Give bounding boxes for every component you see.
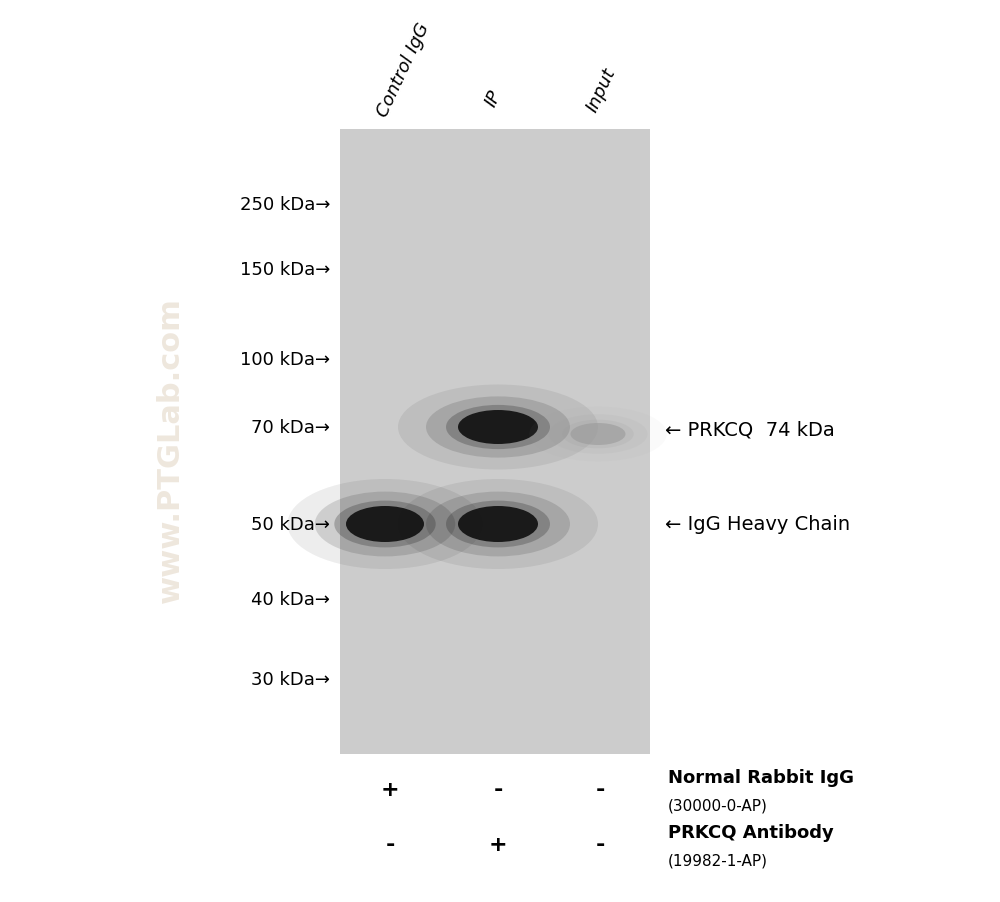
Text: -: - bbox=[385, 834, 395, 854]
Ellipse shape bbox=[334, 501, 436, 548]
Text: ← IgG Heavy Chain: ← IgG Heavy Chain bbox=[665, 515, 850, 534]
Text: 50 kDa→: 50 kDa→ bbox=[251, 515, 330, 533]
Text: (30000-0-AP): (30000-0-AP) bbox=[668, 797, 768, 813]
Ellipse shape bbox=[548, 415, 648, 455]
Text: PRKCQ Antibody: PRKCQ Antibody bbox=[668, 824, 834, 841]
Text: +: + bbox=[489, 834, 507, 854]
Ellipse shape bbox=[562, 420, 634, 449]
Ellipse shape bbox=[458, 506, 538, 542]
Ellipse shape bbox=[446, 501, 550, 548]
Text: (19982-1-AP): (19982-1-AP) bbox=[668, 852, 768, 868]
Text: +: + bbox=[381, 779, 399, 799]
Ellipse shape bbox=[288, 480, 482, 569]
Ellipse shape bbox=[398, 480, 598, 569]
Text: 70 kDa→: 70 kDa→ bbox=[251, 419, 330, 437]
Text: 40 kDa→: 40 kDa→ bbox=[251, 590, 330, 608]
Text: -: - bbox=[595, 834, 605, 854]
Text: -: - bbox=[493, 779, 503, 799]
Text: ← PRKCQ  74 kDa: ← PRKCQ 74 kDa bbox=[665, 420, 835, 439]
Text: www.PTGLab.com: www.PTGLab.com bbox=[156, 297, 184, 603]
Text: 30 kDa→: 30 kDa→ bbox=[251, 670, 330, 688]
Text: 150 kDa→: 150 kDa→ bbox=[240, 261, 330, 279]
Ellipse shape bbox=[346, 506, 424, 542]
Bar bbox=[340, 130, 650, 754]
Text: Control IgG: Control IgG bbox=[374, 20, 433, 120]
Text: IP: IP bbox=[482, 87, 505, 110]
Text: Input: Input bbox=[584, 65, 620, 115]
Ellipse shape bbox=[446, 406, 550, 449]
Ellipse shape bbox=[398, 385, 598, 470]
Text: -: - bbox=[595, 779, 605, 799]
Text: 100 kDa→: 100 kDa→ bbox=[240, 351, 330, 369]
Ellipse shape bbox=[458, 410, 538, 445]
Ellipse shape bbox=[426, 492, 570, 557]
Text: Normal Rabbit IgG: Normal Rabbit IgG bbox=[668, 769, 854, 787]
Text: 250 kDa→: 250 kDa→ bbox=[240, 196, 330, 214]
Ellipse shape bbox=[315, 492, 455, 557]
Ellipse shape bbox=[570, 424, 626, 446]
Ellipse shape bbox=[426, 397, 570, 458]
